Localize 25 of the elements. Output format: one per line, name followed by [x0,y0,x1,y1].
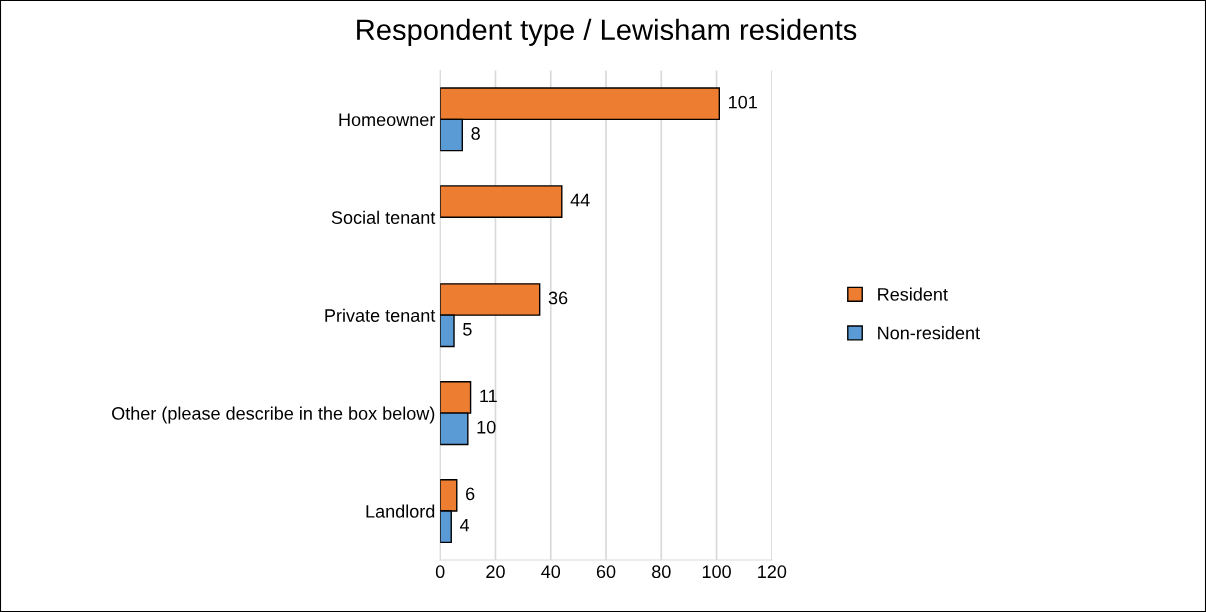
y-tick-label: Social tenant [331,210,436,224]
x-tick-label: 0 [435,565,445,579]
y-tick-label: Landlord [366,504,435,518]
y-tick-label: Other (please describe in the box below) [112,406,435,424]
data-label: 6 [466,487,475,501]
x-tick-label: 60 [596,565,616,579]
data-label: 101 [729,95,757,109]
y-tick-label: Private tenant [325,308,436,322]
x-tick-label: 40 [541,565,561,579]
data-label: 36 [548,291,568,305]
data-label: 4 [459,518,470,532]
chart-title: Respondent type / Lewisham residents [357,18,857,46]
x-tick-label: 120 [758,565,787,579]
data-label: 44 [570,193,590,207]
data-label: 10 [477,420,496,434]
legend-label: Non-resident [878,326,980,340]
data-label: 5 [463,323,472,336]
data-label: 8 [471,127,480,140]
x-tick-label: 80 [652,565,671,579]
x-tick-label: 20 [486,565,505,579]
bar [440,185,563,218]
data-label: 11 [480,389,497,403]
legend-label: Resident [878,287,948,301]
x-tick-label: 100 [702,565,731,579]
y-tick-label: Homeowner [339,113,436,127]
